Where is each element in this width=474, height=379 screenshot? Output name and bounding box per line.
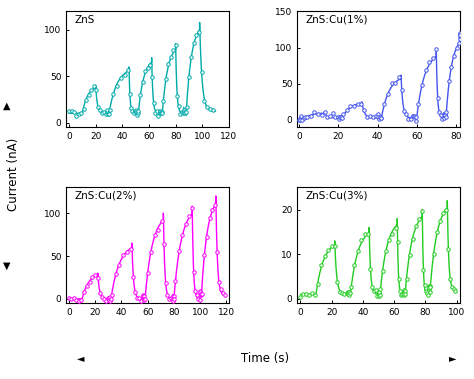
Text: ►: ► bbox=[449, 353, 456, 363]
Text: ZnS:Cu(1%): ZnS:Cu(1%) bbox=[305, 15, 368, 25]
Text: Current (nA): Current (nA) bbox=[7, 138, 20, 211]
Text: ZnS: ZnS bbox=[74, 15, 95, 25]
Text: ◄: ◄ bbox=[77, 353, 84, 363]
Text: ZnS:Cu(3%): ZnS:Cu(3%) bbox=[305, 191, 368, 201]
Text: ZnS:Cu(2%): ZnS:Cu(2%) bbox=[74, 191, 137, 201]
Text: ▼: ▼ bbox=[3, 260, 11, 270]
Text: Time (s): Time (s) bbox=[241, 352, 290, 365]
Text: ▲: ▲ bbox=[3, 101, 11, 111]
